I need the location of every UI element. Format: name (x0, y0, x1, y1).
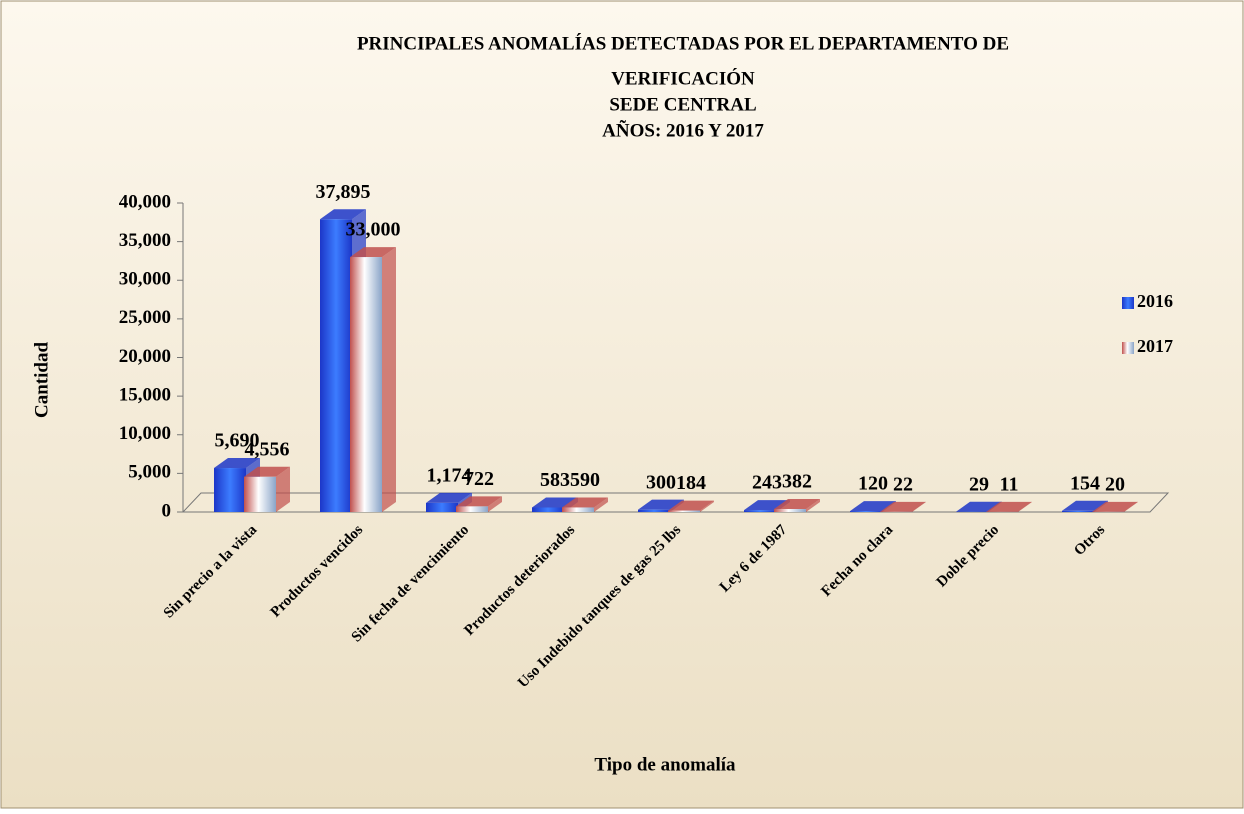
data-label: 4,556 (245, 438, 290, 460)
y-tick-label: 5,000 (128, 462, 171, 483)
data-label: 154 (1070, 472, 1100, 494)
data-label: 120 (858, 473, 888, 495)
data-label: 184 (676, 472, 706, 494)
bar (744, 510, 776, 512)
data-label: 722 (464, 468, 494, 490)
data-label: 11 (1000, 474, 1019, 496)
chart-title: AÑOS: 2016 Y 2017 (602, 119, 764, 141)
y-tick-label: 20,000 (119, 346, 171, 367)
legend-swatch (1122, 342, 1134, 354)
bar (214, 468, 246, 512)
x-axis-label: Tipo de anomalía (594, 754, 736, 775)
bar (426, 503, 458, 512)
bar-side (382, 247, 396, 512)
bar (350, 257, 382, 512)
legend-swatch (1122, 297, 1134, 309)
bar (850, 511, 882, 512)
chart-title: VERIFICACIÓN (611, 67, 755, 89)
bar (1062, 511, 1094, 512)
data-label: 382 (782, 471, 812, 493)
data-label: 243 (752, 472, 782, 494)
bar (774, 509, 806, 512)
bar (562, 507, 594, 512)
data-label: 22 (893, 473, 913, 495)
bar (638, 510, 670, 512)
data-label: 37,895 (316, 181, 371, 203)
chart-title: PRINCIPALES ANOMALÍAS DETECTADAS POR EL … (357, 32, 1009, 54)
y-tick-label: 30,000 (119, 269, 171, 290)
bar (532, 507, 564, 512)
chart-title: SEDE CENTRAL (609, 94, 756, 115)
y-axis-label: Cantidad (31, 342, 52, 418)
y-tick-label: 10,000 (119, 423, 171, 444)
bar (320, 219, 352, 512)
y-tick-label: 40,000 (119, 191, 171, 212)
data-label: 300 (646, 471, 676, 493)
bar (456, 506, 488, 512)
data-label: 590 (570, 469, 600, 491)
data-label: 20 (1105, 473, 1125, 495)
legend-label: 2016 (1137, 291, 1173, 311)
data-label: 583 (540, 469, 570, 491)
y-tick-label: 0 (162, 500, 172, 521)
bar (244, 477, 276, 512)
y-tick-label: 15,000 (119, 384, 171, 405)
y-tick-label: 35,000 (119, 230, 171, 251)
y-tick-label: 25,000 (119, 307, 171, 328)
legend-label: 2017 (1137, 336, 1173, 356)
bar (668, 511, 700, 512)
data-label: 29 (969, 473, 989, 495)
data-label: 33,000 (346, 219, 401, 241)
